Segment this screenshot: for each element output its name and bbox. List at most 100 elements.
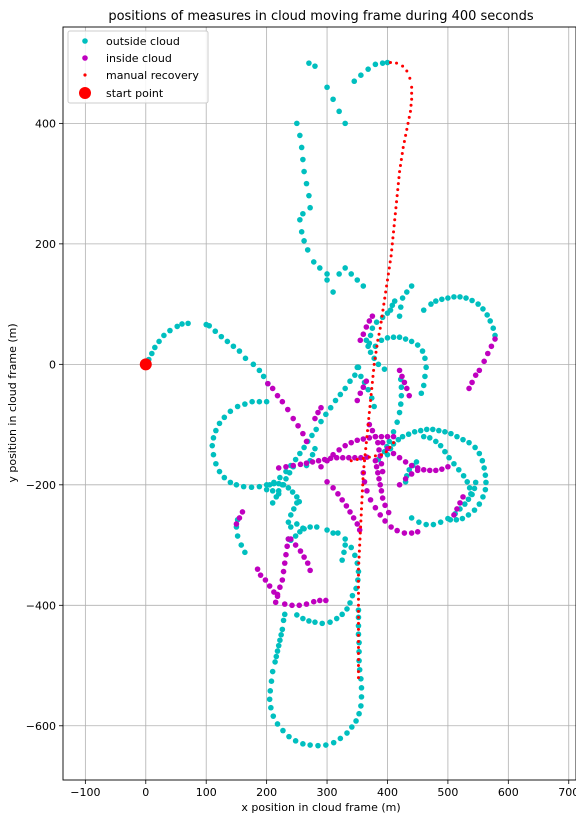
point-outside-cloud bbox=[263, 486, 270, 493]
point-outside-cloud bbox=[336, 271, 342, 277]
point-outside-cloud bbox=[250, 361, 257, 368]
point-outside-cloud bbox=[256, 367, 263, 374]
point-manual-recovery bbox=[372, 368, 376, 372]
point-manual-recovery bbox=[396, 188, 400, 192]
point-manual-recovery bbox=[394, 206, 398, 210]
point-outside-cloud bbox=[301, 238, 307, 244]
point-inside-cloud bbox=[469, 379, 475, 386]
point-outside-cloud bbox=[426, 435, 433, 441]
point-outside-cloud bbox=[301, 444, 307, 451]
legend-marker-start-point bbox=[79, 87, 91, 99]
point-outside-cloud bbox=[387, 307, 394, 313]
point-inside-cloud bbox=[396, 482, 403, 488]
point-manual-recovery bbox=[361, 456, 365, 460]
point-outside-cloud bbox=[309, 432, 315, 439]
point-inside-cloud bbox=[324, 479, 330, 485]
point-manual-recovery bbox=[390, 248, 394, 252]
point-outside-cloud bbox=[429, 426, 436, 433]
point-outside-cloud bbox=[459, 515, 466, 522]
point-inside-cloud bbox=[378, 433, 385, 440]
point-outside-cloud bbox=[324, 527, 330, 533]
point-inside-cloud bbox=[372, 457, 379, 464]
point-inside-cloud bbox=[390, 433, 397, 440]
point-inside-cloud bbox=[290, 462, 297, 469]
point-outside-cloud bbox=[430, 521, 437, 528]
point-inside-cloud bbox=[343, 503, 350, 509]
point-inside-cloud bbox=[401, 379, 408, 386]
point-manual-recovery bbox=[356, 633, 360, 637]
point-inside-cloud bbox=[280, 568, 287, 575]
point-outside-cloud bbox=[266, 696, 273, 703]
point-outside-cloud bbox=[319, 620, 326, 627]
point-outside-cloud bbox=[294, 120, 300, 127]
point-inside-cloud bbox=[376, 476, 382, 482]
point-manual-recovery bbox=[356, 651, 360, 655]
point-inside-cloud bbox=[315, 409, 321, 416]
point-outside-cloud bbox=[369, 325, 376, 332]
point-manual-recovery bbox=[396, 182, 400, 186]
point-inside-cloud bbox=[373, 463, 380, 470]
point-outside-cloud bbox=[414, 342, 421, 348]
point-inside-cloud bbox=[236, 515, 243, 521]
point-outside-cloud bbox=[227, 479, 234, 486]
point-manual-recovery bbox=[359, 525, 363, 529]
point-manual-recovery bbox=[363, 453, 367, 457]
point-outside-cloud bbox=[271, 480, 277, 487]
point-inside-cloud bbox=[369, 313, 376, 319]
point-start-point bbox=[139, 358, 152, 371]
point-outside-cloud bbox=[292, 456, 299, 463]
point-inside-cloud bbox=[420, 466, 427, 473]
legend-marker-manual-recovery bbox=[83, 73, 87, 77]
point-outside-cloud bbox=[206, 322, 213, 329]
point-outside-cloud bbox=[269, 488, 276, 494]
point-manual-recovery bbox=[369, 398, 373, 402]
point-manual-recovery bbox=[357, 561, 361, 565]
point-inside-cloud bbox=[379, 439, 386, 446]
point-inside-cloud bbox=[274, 591, 281, 598]
point-manual-recovery bbox=[356, 603, 360, 607]
point-outside-cloud bbox=[344, 730, 350, 736]
point-outside-cloud bbox=[386, 438, 393, 445]
point-outside-cloud bbox=[268, 678, 275, 685]
point-inside-cloud bbox=[466, 385, 472, 392]
legend-label-start-point: start point bbox=[106, 87, 164, 100]
point-inside-cloud bbox=[312, 415, 318, 422]
point-outside-cloud bbox=[324, 271, 330, 277]
point-outside-cloud bbox=[469, 297, 475, 304]
point-outside-cloud bbox=[242, 401, 248, 407]
point-outside-cloud bbox=[324, 277, 330, 283]
point-manual-recovery bbox=[356, 579, 360, 583]
point-outside-cloud bbox=[379, 60, 386, 66]
point-manual-recovery bbox=[376, 338, 380, 342]
point-manual-recovery bbox=[410, 97, 414, 101]
point-manual-recovery bbox=[356, 609, 360, 613]
point-inside-cloud bbox=[300, 430, 306, 437]
point-manual-recovery bbox=[405, 69, 409, 73]
point-inside-cloud bbox=[408, 462, 415, 469]
point-outside-cloud bbox=[280, 727, 286, 734]
point-inside-cloud bbox=[372, 504, 379, 511]
point-manual-recovery bbox=[356, 627, 360, 631]
point-outside-cloud bbox=[337, 735, 344, 742]
point-inside-cloud bbox=[460, 494, 466, 500]
point-manual-recovery bbox=[370, 386, 374, 390]
point-outside-cloud bbox=[358, 373, 364, 380]
point-manual-recovery bbox=[401, 64, 405, 68]
point-outside-cloud bbox=[465, 496, 472, 503]
point-inside-cloud bbox=[408, 530, 415, 536]
point-outside-cloud bbox=[419, 348, 426, 354]
point-outside-cloud bbox=[471, 485, 478, 492]
point-outside-cloud bbox=[472, 444, 478, 451]
point-outside-cloud bbox=[240, 483, 247, 490]
point-manual-recovery bbox=[388, 61, 392, 65]
point-outside-cloud bbox=[268, 704, 274, 711]
point-outside-cloud bbox=[472, 479, 479, 486]
point-outside-cloud bbox=[339, 611, 345, 618]
point-outside-cloud bbox=[397, 304, 404, 310]
point-inside-cloud bbox=[476, 367, 483, 374]
point-outside-cloud bbox=[298, 144, 305, 151]
point-outside-cloud bbox=[476, 501, 483, 507]
x-tick-label: 200 bbox=[256, 786, 277, 799]
point-manual-recovery bbox=[388, 445, 392, 449]
